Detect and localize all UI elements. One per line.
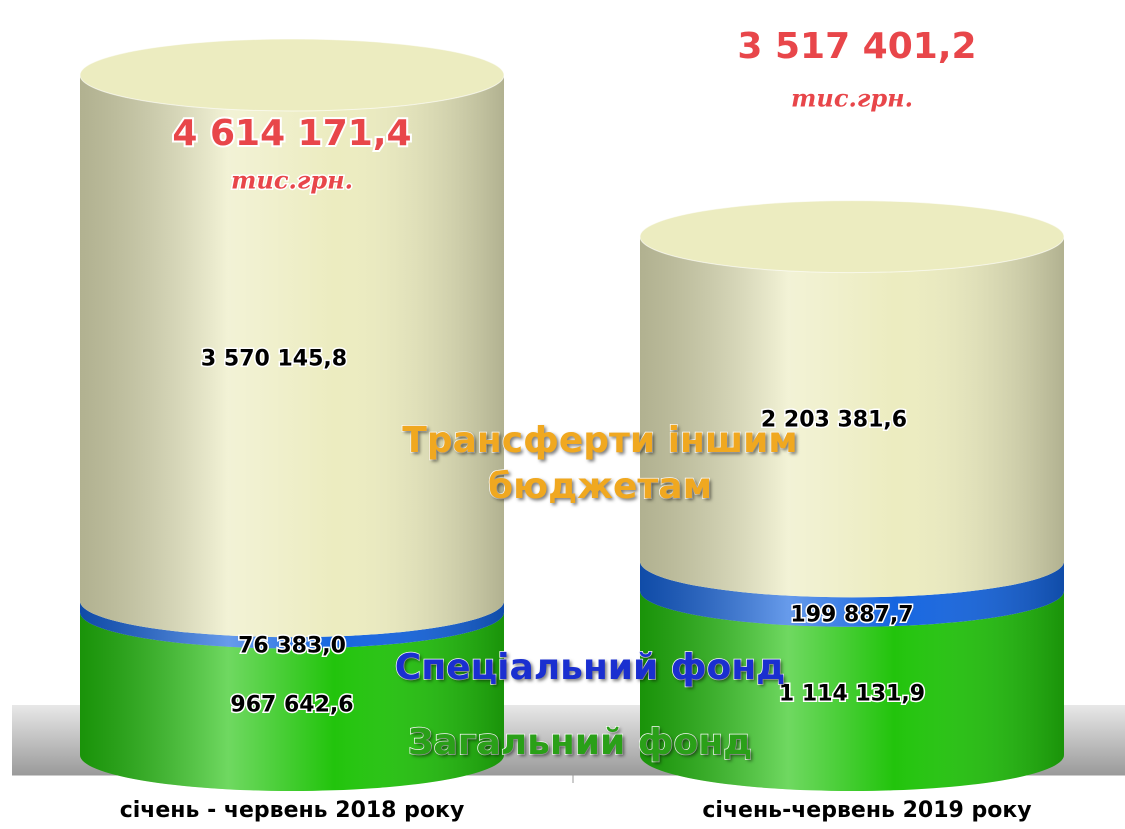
total-unit: тис.грн. xyxy=(231,166,353,195)
x-tick-label: січень - червень 2018 року xyxy=(120,798,465,823)
total-label: 3 517 401,2 xyxy=(737,26,976,67)
series-name: Спеціальний фонд xyxy=(394,646,786,689)
segment-shade xyxy=(640,561,1064,627)
series-name: Загальний фонд xyxy=(407,721,753,764)
segment-shade xyxy=(80,612,504,791)
value-label: 967 642,6 xyxy=(230,692,353,717)
value-label: 1 114 131,9 xyxy=(779,682,925,707)
cylinder-top xyxy=(79,38,505,112)
segment-shade xyxy=(640,590,1064,791)
segment-shade xyxy=(640,236,1064,598)
x-tick-label: січень-червень 2019 року xyxy=(702,798,1031,823)
value-label: 199 887,7 xyxy=(790,603,913,628)
segment-shade xyxy=(80,75,504,638)
value-label: 76 383,0 xyxy=(238,633,346,658)
value-label: 2 203 381,6 xyxy=(761,408,907,433)
total-label: 4 614 171,4 xyxy=(172,113,411,154)
segment-shade xyxy=(80,601,504,649)
series-name: Трансферти іншим бюджетам xyxy=(402,419,799,508)
cylinder-top xyxy=(639,200,1065,274)
total-unit: тис.грн. xyxy=(791,84,913,113)
value-label: 3 570 145,8 xyxy=(201,347,347,372)
